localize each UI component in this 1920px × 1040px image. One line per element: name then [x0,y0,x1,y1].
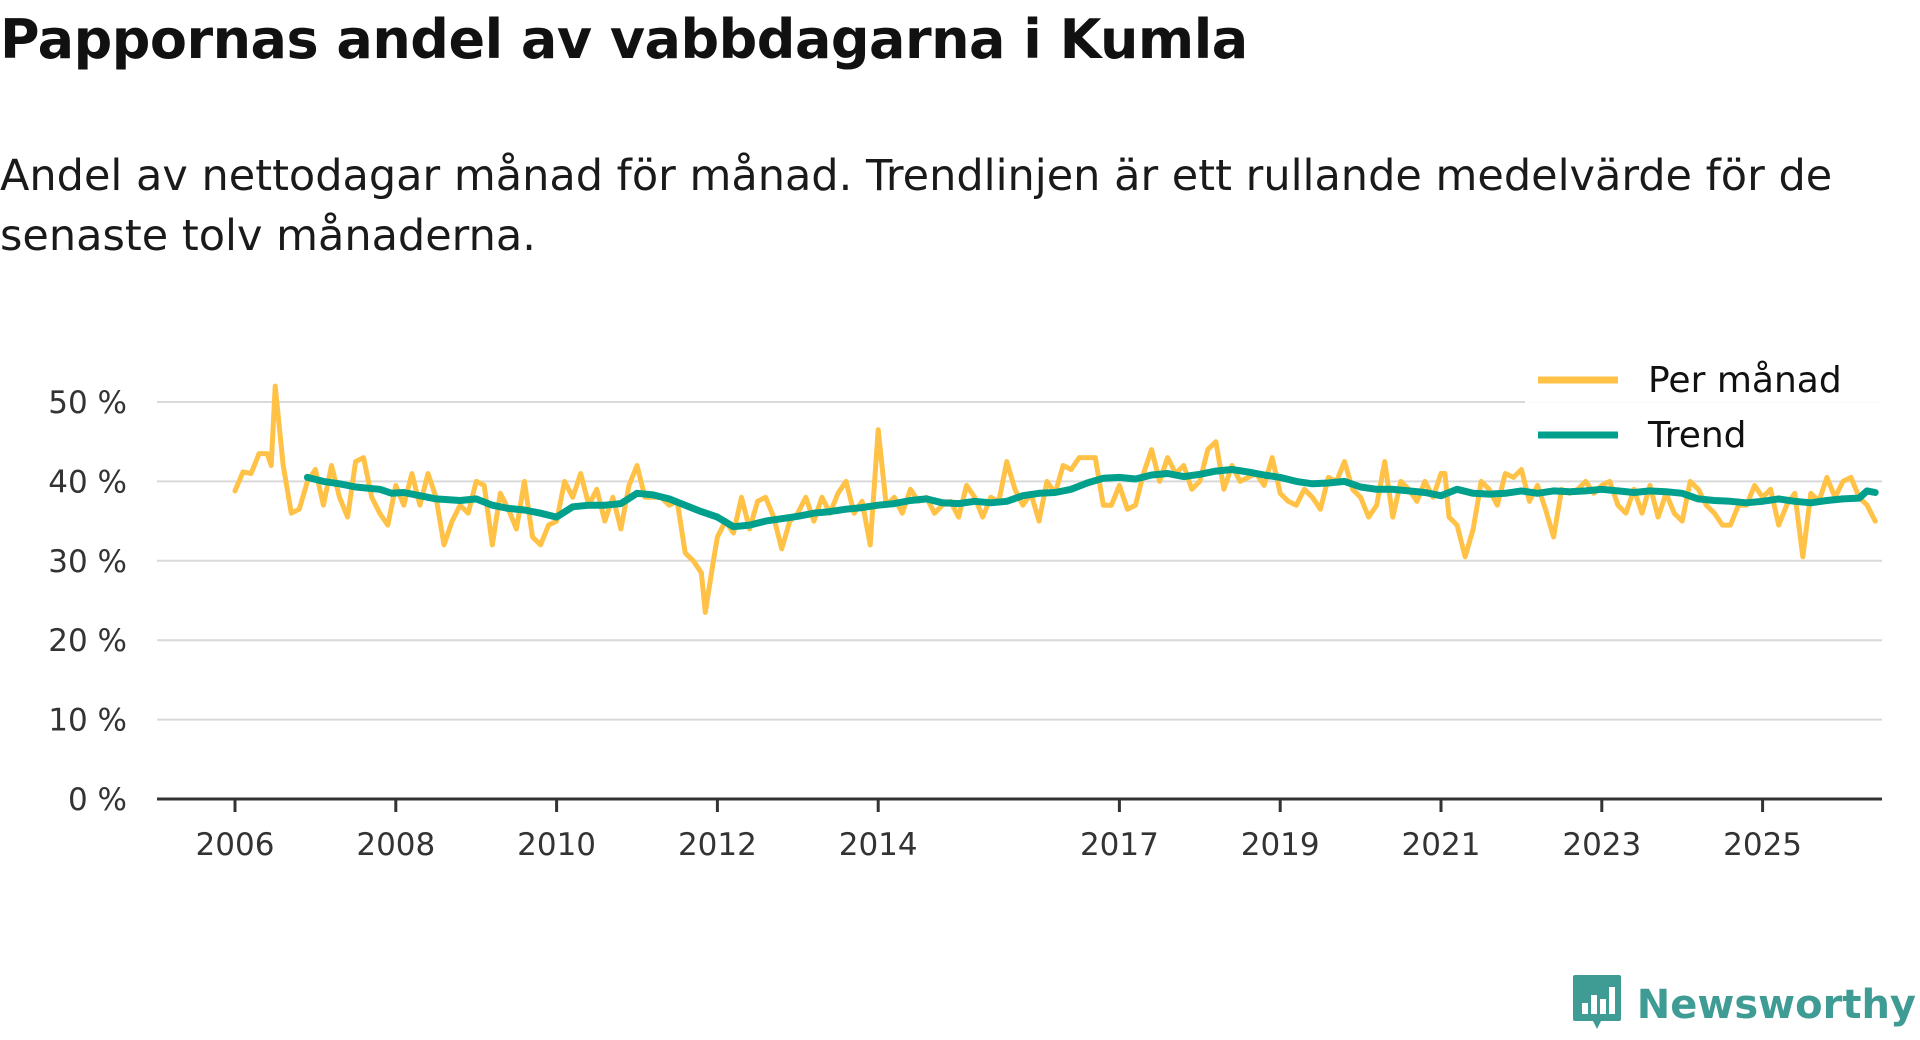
y-tick-label: 20 % [48,623,127,659]
x-tick-label: 2012 [678,827,757,863]
y-axis-ticks: 0 % 10 % 20 % 30 % 40 % 50 % [48,385,127,818]
x-tick-label: 2017 [1080,827,1159,863]
x-axis-ticks: 2006 2008 2010 2012 2014 2017 2019 2021 2023 2025 [196,799,1802,863]
newsworthy-brand: Newsworthy [1571,970,1916,1040]
y-tick-label: 50 % [48,385,127,421]
y-tick-label: 0 % [68,782,127,818]
y-tick-label: 10 % [48,703,127,739]
chart-subtitle: Andel av nettodagar månad för månad. Tre… [0,151,1833,261]
x-tick-label: 2019 [1241,827,1320,863]
x-tick-label: 2021 [1402,827,1481,863]
legend-label-per-manad: Per månad [1648,360,1842,401]
y-tick-label: 40 % [48,464,127,500]
series-line-trend [303,466,1879,531]
chart-title: Pappornas andel av vabbdagarna i Kumla [0,8,1248,71]
x-tick-label: 2025 [1723,827,1802,863]
x-tick-label: 2014 [839,827,918,863]
legend-label-trend: Trend [1647,415,1747,456]
legend: Per månad Trend [1525,357,1885,456]
brand-name: Newsworthy [1636,982,1916,1028]
x-tick-label: 2023 [1562,827,1641,863]
legend-background [1525,357,1885,455]
x-tick-label: 2010 [517,827,596,863]
newsworthy-logo-icon [1571,973,1623,1037]
series-lines [232,383,1879,615]
x-tick-label: 2006 [196,827,275,863]
x-tick-label: 2008 [356,827,435,863]
y-tick-label: 30 % [48,544,127,580]
